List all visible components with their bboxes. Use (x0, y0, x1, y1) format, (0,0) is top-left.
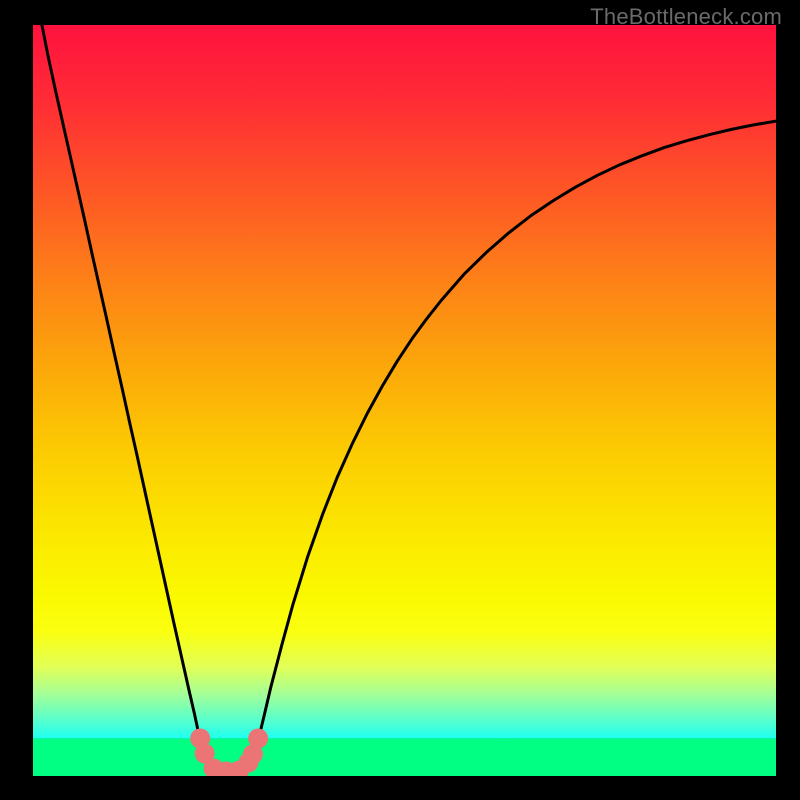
curve-marker (248, 728, 268, 748)
bottom-band (33, 738, 776, 776)
watermark-text: TheBottleneck.com (590, 4, 782, 30)
chart-svg (33, 25, 776, 776)
bottleneck-chart (33, 25, 776, 776)
gradient-background (33, 25, 776, 738)
